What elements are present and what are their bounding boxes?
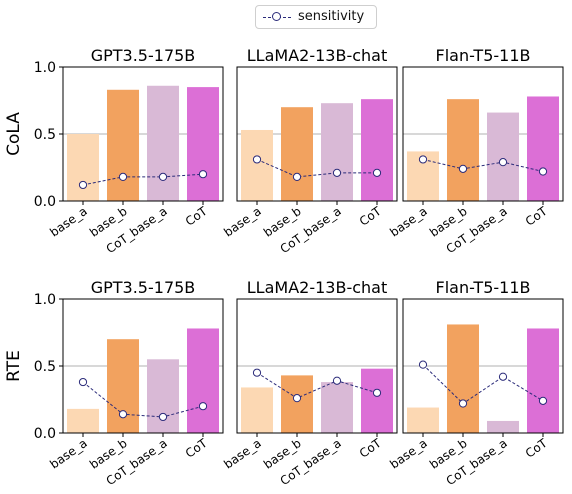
sensitivity-point — [158, 412, 168, 422]
panel-title: GPT3.5-175B — [91, 46, 196, 65]
bar-base-b — [281, 375, 313, 433]
sensitivity-point — [372, 168, 382, 177]
sensitivity-line — [256, 159, 377, 178]
bar-base-b — [107, 339, 139, 433]
y-tick-label: 1.0 — [34, 292, 56, 308]
axes-frame — [402, 66, 564, 202]
sensitivity-point — [292, 394, 302, 403]
sensitivity-point — [292, 172, 302, 181]
bar-base-b — [447, 99, 479, 201]
sensitivity-point — [332, 168, 342, 177]
panel-title: LLaMA2-13B-chat — [247, 46, 387, 65]
x-tick-label: CoT — [183, 436, 210, 461]
sensitivity-point — [418, 155, 428, 164]
sensitivity-point — [252, 368, 262, 377]
y-tick-label: 1.0 — [34, 60, 56, 76]
x-tick-label: CoT — [523, 436, 550, 461]
sensitivity-point — [332, 376, 342, 385]
bar-cot — [361, 99, 393, 201]
panel-title: LLaMA2-13B-chat — [247, 278, 387, 297]
legend: sensitivity — [255, 5, 377, 29]
sensitivity-point — [538, 167, 548, 176]
sensitivity-point — [118, 172, 128, 181]
bar-cot-base-a — [487, 420, 519, 433]
bar-base-a — [67, 134, 99, 201]
legend-label: sensitivity — [298, 9, 365, 24]
bar-cot — [187, 87, 219, 201]
sensitivity-point — [458, 164, 468, 173]
sensitivity-point — [498, 158, 508, 167]
x-tick-label: CoT — [183, 204, 210, 229]
sensitivity-line — [256, 372, 378, 399]
legend-marker-swatch — [272, 12, 281, 21]
y-tick-label: 0.5 — [34, 127, 56, 143]
x-tick-label: base_a — [221, 204, 263, 240]
bar-cot — [187, 328, 219, 433]
bar-cot-base-a — [321, 382, 353, 433]
y-tick-label: 0.0 — [34, 194, 56, 210]
sensitivity-point — [78, 180, 88, 190]
sensitivity-point — [78, 377, 88, 387]
bar-base-a — [241, 387, 273, 433]
y-tick-label: 0.5 — [34, 359, 56, 375]
sensitivity-line — [82, 173, 204, 186]
sensitivity-point — [498, 372, 508, 381]
panel-title: GPT3.5-175B — [91, 278, 196, 297]
y-axis-label: CoLA — [4, 112, 24, 156]
bar-base-a — [407, 407, 439, 433]
axes-frame — [236, 298, 398, 434]
sensitivity-point — [418, 360, 428, 369]
bar-base-b — [281, 107, 313, 201]
bar-cot — [527, 96, 559, 201]
bar-base-b — [107, 89, 139, 201]
sensitivity-point — [158, 172, 168, 181]
bar-cot-base-a — [321, 103, 353, 201]
bar-base-a — [241, 129, 273, 201]
sensitivity-point — [118, 410, 128, 419]
x-tick-label: base_a — [387, 436, 429, 472]
bar-cot — [527, 328, 559, 433]
x-tick-label: CoT — [523, 204, 550, 229]
panel-title: Flan-T5-11B — [436, 46, 531, 65]
bar-cot-base-a — [147, 85, 179, 201]
bar-base-b — [447, 324, 479, 433]
panel-title: Flan-T5-11B — [436, 278, 531, 297]
x-tick-label: base_a — [387, 204, 429, 240]
bar-cot — [361, 368, 393, 433]
x-tick-label: CoT — [357, 204, 384, 229]
y-axis-label: RTE — [4, 350, 24, 382]
sensitivity-line — [422, 364, 544, 405]
bar-cot-base-a — [147, 359, 179, 433]
sensitivity-point — [458, 399, 468, 408]
sensitivity-point — [198, 170, 208, 179]
x-tick-label: CoT — [357, 436, 384, 461]
sensitivity-point — [372, 388, 382, 397]
sensitivity-point — [538, 396, 548, 405]
sensitivity-line — [82, 381, 204, 418]
sensitivity-line — [422, 158, 544, 173]
sensitivity-point — [198, 402, 208, 411]
bar-base-a — [67, 408, 99, 433]
y-tick-label: 0.0 — [34, 426, 56, 442]
bar-cot-base-a — [487, 112, 519, 201]
axes-frame — [402, 298, 564, 434]
axes-frame — [236, 66, 398, 202]
sensitivity-point — [252, 155, 262, 164]
x-tick-label: base_a — [221, 436, 263, 472]
